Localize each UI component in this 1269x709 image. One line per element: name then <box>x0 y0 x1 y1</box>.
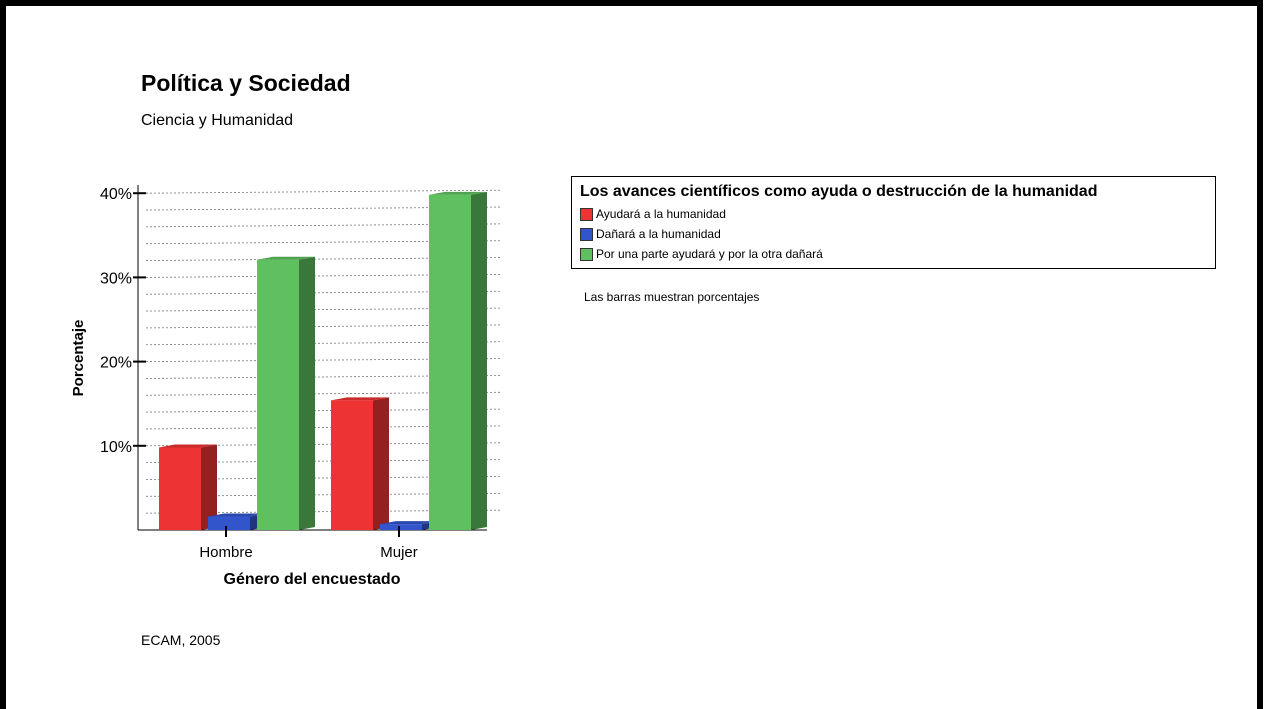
x-tick-label: Mujer <box>380 544 418 561</box>
legend-item-ambos: Por una parte ayudará y por la otra daña… <box>580 244 1215 264</box>
legend-swatch-danara <box>580 227 593 241</box>
legend-item-ayudara: Ayudará a la humanidad <box>580 204 1215 224</box>
y-tick-label: 30% <box>100 270 132 287</box>
grid-line <box>145 206 502 211</box>
bar-top <box>429 191 487 195</box>
grid-line <box>145 189 502 194</box>
bar <box>208 516 250 530</box>
bar <box>159 447 201 530</box>
x-axis-label: Género del encuestado <box>224 571 401 588</box>
grid-line <box>145 290 502 295</box>
y-tick-label: 40% <box>100 186 132 203</box>
bar <box>380 524 422 530</box>
grid-line <box>145 358 502 362</box>
grid-line <box>145 257 502 261</box>
bar <box>429 194 471 530</box>
grid-line <box>145 223 502 228</box>
grid-line <box>145 324 502 329</box>
page-footer: ECAM, 2005 <box>141 632 221 648</box>
bar-side <box>471 191 487 530</box>
page-subtitle: Ciencia y Humanidad <box>141 112 294 129</box>
grid-line <box>145 307 502 312</box>
bar-top <box>257 256 315 260</box>
grid-line <box>145 375 502 379</box>
grid-line <box>145 459 502 464</box>
legend-item-danara: Dañará a la humanidad <box>580 224 1215 244</box>
bar <box>331 400 373 530</box>
bar-side <box>299 256 315 530</box>
legend-label-danara: Dañará a la humanidad <box>596 227 721 241</box>
grid-line <box>145 240 502 245</box>
legend-label-ayudara: Ayudará a la humanidad <box>596 207 726 221</box>
grid-line <box>145 341 502 346</box>
bar-side <box>373 397 389 530</box>
legend-swatch-ayudara <box>580 207 593 221</box>
grid-line <box>145 509 502 514</box>
page-title: Política y Sociedad <box>141 70 351 96</box>
bar-top <box>331 397 389 401</box>
grid-line <box>145 492 502 497</box>
chart-legend: Los avances científicos como ayuda o des… <box>571 176 1216 269</box>
bar-top <box>208 513 266 517</box>
y-tick-label: 10% <box>100 439 132 456</box>
y-tick-label: 20% <box>100 355 132 372</box>
bar-top <box>380 521 438 525</box>
bar-top <box>159 444 217 448</box>
grid-line <box>145 274 502 278</box>
x-tick-label: Hombre <box>199 544 252 561</box>
bar-chart: 10% 20% 30% 40% Porcentaje Hombre Mujer Género … <box>70 185 502 588</box>
grid-line <box>145 442 502 447</box>
grid-line <box>145 425 502 430</box>
grid-line <box>145 391 502 396</box>
bar-side <box>201 444 217 530</box>
chart-note: Las barras muestran porcentajes <box>584 290 760 304</box>
grid-line <box>145 408 502 413</box>
legend-title: Los avances científicos como ayuda o des… <box>580 183 1098 200</box>
grid-line <box>145 476 502 480</box>
y-axis-label: Porcentaje <box>70 320 87 397</box>
bar <box>257 259 299 530</box>
legend-swatch-ambos <box>580 247 593 261</box>
legend-label-ambos: Por una parte ayudará y por la otra daña… <box>596 247 823 261</box>
